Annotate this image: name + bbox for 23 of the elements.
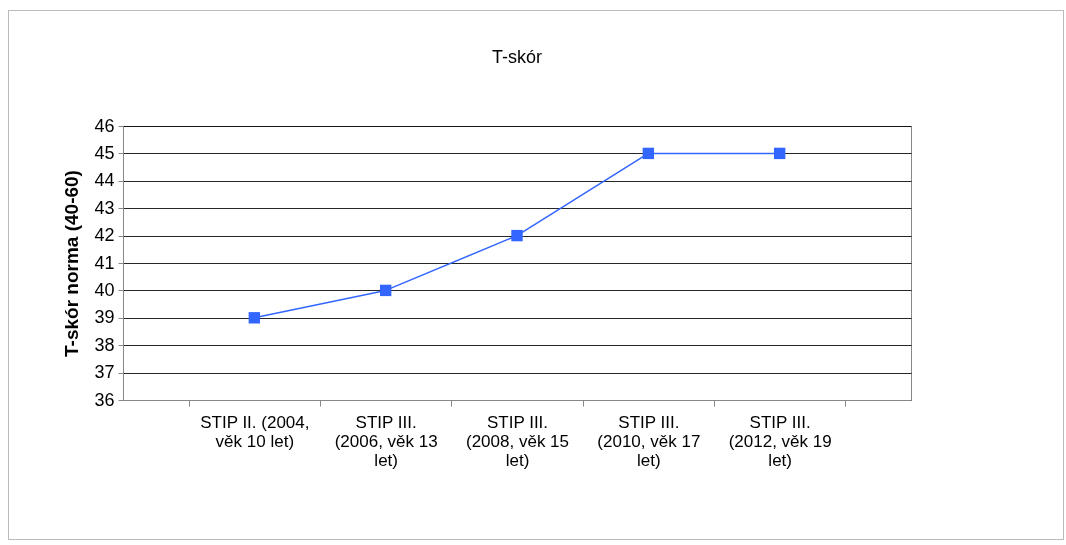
point [248,312,261,324]
y-tick-label: 41 [94,252,115,273]
y-tick-label: 37 [94,362,115,383]
y-tick-label: 43 [94,197,115,218]
point [379,284,392,297]
y-tick-label: 42 [94,225,115,246]
x-tick-label: STIP III. (2008, věk 15 let) [465,412,570,470]
y-tick-label: 38 [94,334,115,355]
point [511,229,523,242]
point [773,147,786,160]
y-tick-label: 44 [94,170,115,191]
x-tick-label: STIP III. (2006, věk 13 let) [334,412,438,470]
x-tick-label: STIP III. (2012, věk 19 let) [728,412,832,470]
chart-title: T-skór [491,47,543,67]
y-tick-label: 39 [94,307,115,328]
x-tick-label: STIP II. (2004, věk 10 let) [200,412,310,451]
y-tick-label: 45 [94,142,115,163]
y-tick-label: 36 [94,389,115,410]
y-tick-label: 40 [94,279,115,300]
y-axis-title: T-skór norma (40-60) [61,170,83,357]
y-tick-label: 46 [94,115,115,136]
point [642,147,655,160]
x-tick-label: STIP III. (2010, věk 17 let) [597,412,701,470]
